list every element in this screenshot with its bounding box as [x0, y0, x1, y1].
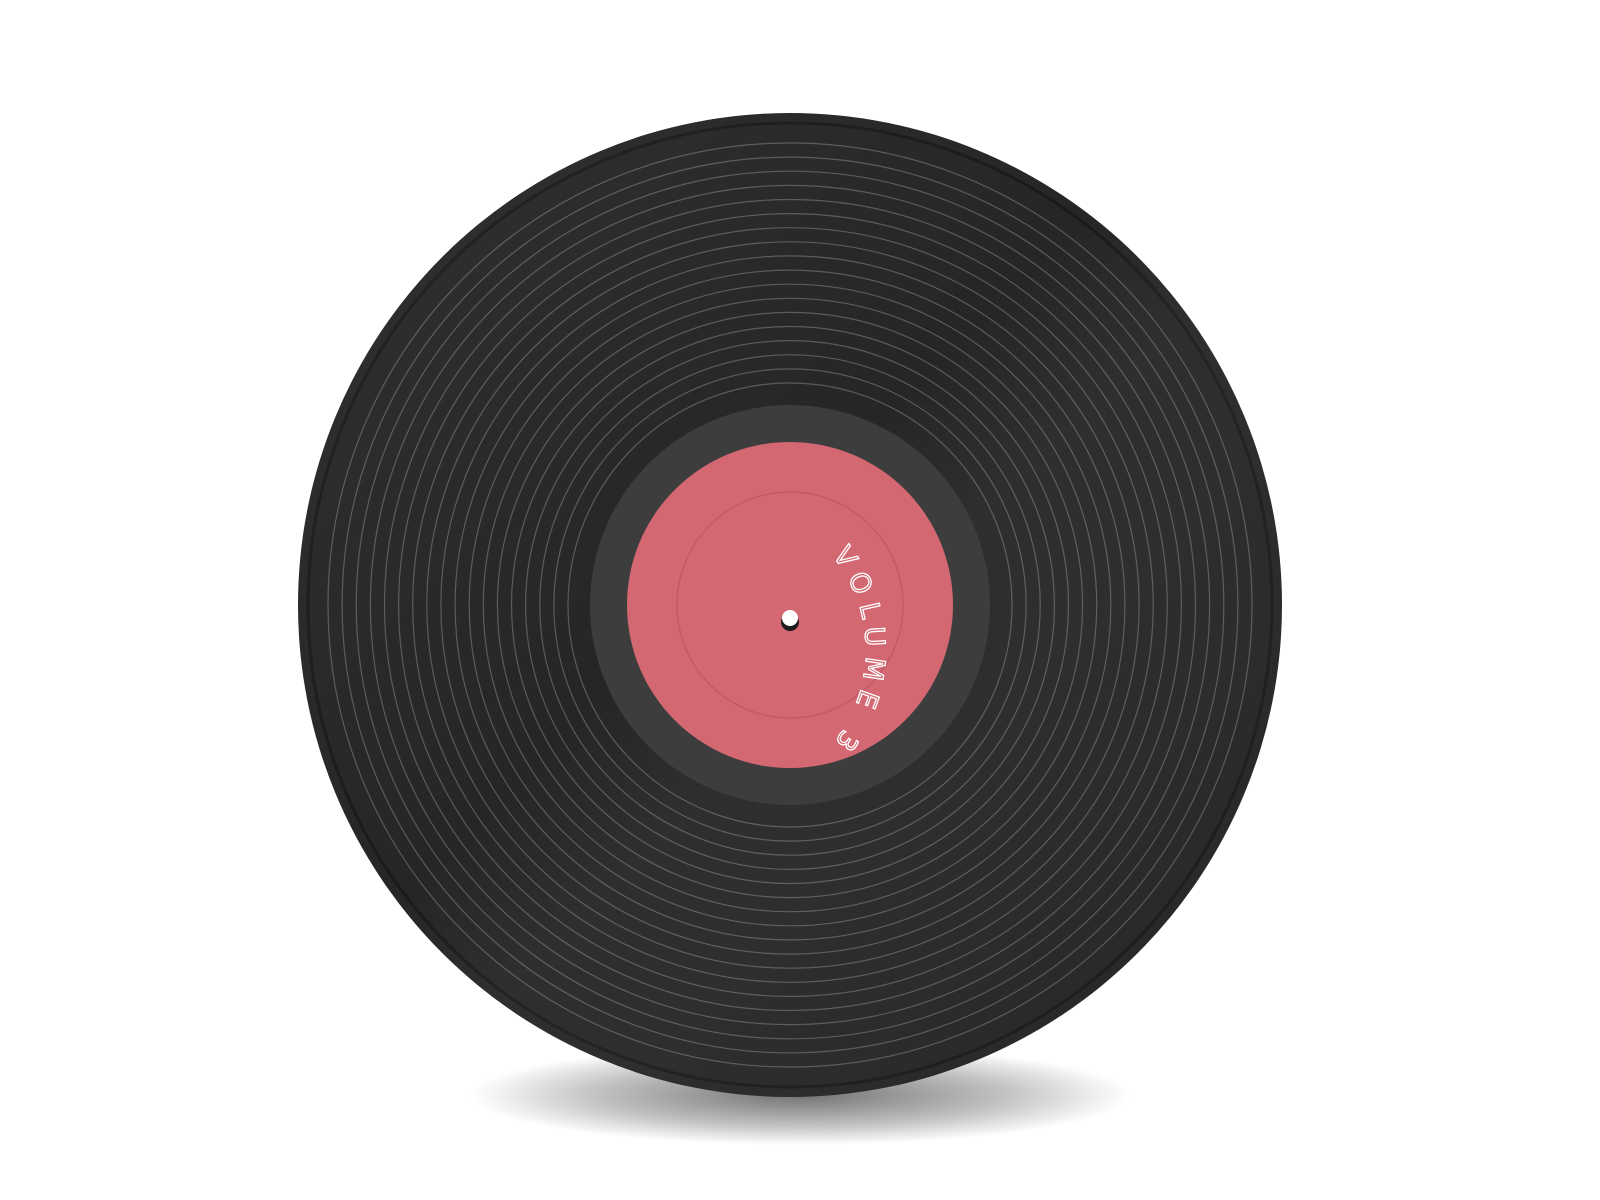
record-label — [627, 442, 953, 768]
spindle-hole — [782, 610, 798, 626]
label-inner-ring — [676, 491, 904, 719]
